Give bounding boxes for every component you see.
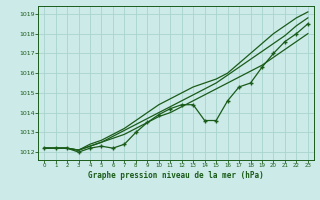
X-axis label: Graphe pression niveau de la mer (hPa): Graphe pression niveau de la mer (hPa) — [88, 171, 264, 180]
